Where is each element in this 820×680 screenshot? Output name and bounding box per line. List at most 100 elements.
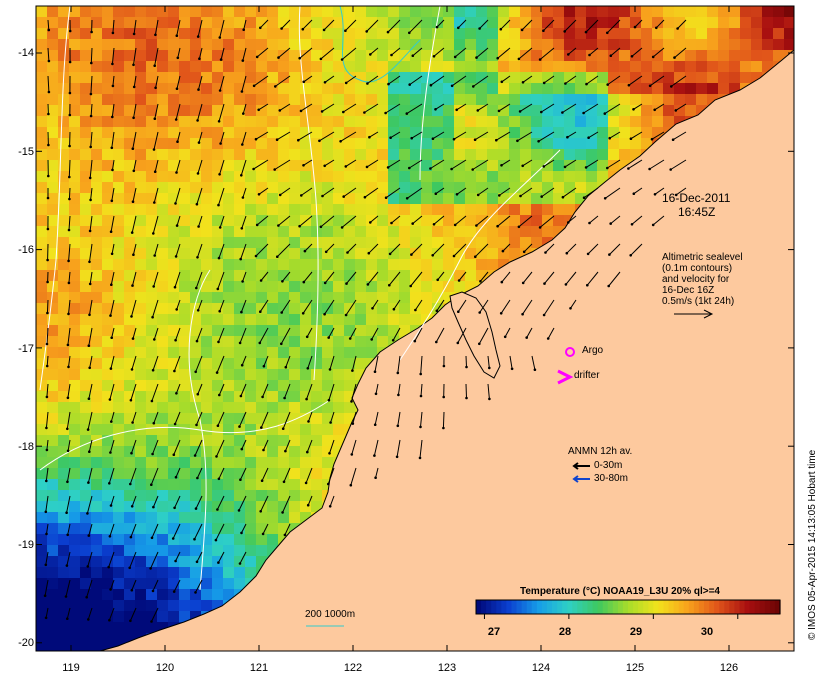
sst-cell bbox=[399, 325, 410, 336]
sst-cell bbox=[157, 545, 168, 556]
velocity-arrow bbox=[196, 103, 203, 122]
sst-cell bbox=[575, 83, 586, 94]
sst-cell bbox=[498, 105, 509, 116]
sst-cell bbox=[520, 226, 531, 237]
velocity-arrow bbox=[384, 187, 401, 199]
sst-cell bbox=[223, 358, 234, 369]
sst-cell bbox=[751, 61, 762, 72]
sst-cell bbox=[487, 237, 498, 248]
sst-cell bbox=[289, 314, 300, 325]
velocity-arrow bbox=[303, 243, 313, 253]
sst-cell bbox=[575, 50, 586, 61]
velocity-arrow bbox=[651, 215, 665, 227]
sst-cell bbox=[333, 215, 344, 226]
sst-cell bbox=[234, 193, 245, 204]
sst-cell bbox=[179, 39, 190, 50]
colorbar-swatch bbox=[729, 600, 735, 614]
sst-cell bbox=[443, 182, 454, 193]
velocity-arrow bbox=[280, 299, 291, 314]
sst-cell bbox=[102, 303, 113, 314]
sst-cell bbox=[476, 83, 487, 94]
sst-cell bbox=[36, 600, 47, 611]
sst-cell bbox=[80, 270, 91, 281]
sst-cell bbox=[685, 61, 696, 72]
velocity-arrow bbox=[283, 523, 291, 537]
colorbar-swatch bbox=[562, 600, 568, 614]
sst-cell bbox=[740, 61, 751, 72]
sst-cell bbox=[113, 303, 124, 314]
sst-cell bbox=[575, 182, 586, 193]
sst-cell bbox=[509, 171, 520, 182]
velocity-arrow bbox=[397, 383, 401, 397]
sst-cell bbox=[245, 127, 256, 138]
sst-cell bbox=[69, 457, 80, 468]
sst-cell bbox=[124, 336, 135, 347]
sst-cell bbox=[487, 39, 498, 50]
sst-cell bbox=[586, 182, 597, 193]
sst-cell bbox=[157, 380, 168, 391]
sst-cell bbox=[476, 28, 487, 39]
sst-cell bbox=[267, 490, 278, 501]
sst-cell bbox=[256, 105, 267, 116]
sst-cell bbox=[520, 6, 531, 17]
sst-cell bbox=[729, 72, 740, 83]
sst-cell bbox=[135, 490, 146, 501]
colorbar-swatch bbox=[592, 600, 599, 614]
sst-cell bbox=[190, 116, 201, 127]
sst-cell bbox=[509, 61, 520, 72]
sst-cell bbox=[333, 94, 344, 105]
sst-cell bbox=[267, 292, 278, 303]
sst-cell bbox=[102, 182, 113, 193]
velocity-arrow bbox=[277, 47, 291, 59]
sst-cell bbox=[256, 149, 267, 160]
colorbar-swatch bbox=[582, 600, 589, 614]
sst-cell bbox=[91, 402, 102, 413]
sst-cell bbox=[311, 270, 322, 281]
sst-cell bbox=[201, 193, 212, 204]
velocity-arrow bbox=[479, 271, 489, 283]
sst-cell bbox=[762, 28, 773, 39]
sst-cell bbox=[311, 160, 322, 171]
sst-cell bbox=[157, 28, 168, 39]
sst-cell bbox=[278, 380, 289, 391]
sst-cell bbox=[234, 325, 245, 336]
sst-cell bbox=[399, 116, 410, 127]
sst-cell bbox=[69, 589, 80, 600]
sst-cell bbox=[157, 578, 168, 589]
sst-cell bbox=[487, 160, 498, 171]
sst-cell bbox=[476, 105, 487, 116]
sst-cell bbox=[179, 523, 190, 534]
velocity-arrow bbox=[217, 467, 225, 481]
sst-cell bbox=[157, 534, 168, 545]
velocity-arrow bbox=[588, 47, 599, 57]
sst-cell bbox=[168, 17, 179, 28]
velocity-arrow bbox=[197, 75, 203, 91]
sst-cell bbox=[245, 160, 256, 171]
sst-cell bbox=[179, 380, 190, 391]
sst-cell bbox=[36, 127, 47, 138]
velocity-arrow bbox=[88, 159, 93, 180]
sst-cell bbox=[344, 61, 355, 72]
sst-cell bbox=[509, 138, 520, 149]
sst-cell bbox=[212, 402, 223, 413]
sst-cell bbox=[267, 182, 278, 193]
sst-cell bbox=[58, 545, 69, 556]
sst-cell bbox=[102, 39, 113, 50]
velocity-arrow bbox=[153, 243, 159, 257]
velocity-arrow bbox=[151, 439, 159, 456]
sst-cell bbox=[223, 457, 234, 468]
sst-cell bbox=[762, 6, 773, 17]
sst-cell bbox=[289, 237, 300, 248]
sst-cell bbox=[443, 17, 454, 28]
sst-cell bbox=[597, 6, 608, 17]
sst-cell bbox=[333, 50, 344, 61]
velocity-arrow bbox=[476, 187, 489, 197]
sst-cell bbox=[124, 50, 135, 61]
sst-cell bbox=[465, 204, 476, 215]
sst-cell bbox=[421, 182, 432, 193]
sst-cell bbox=[663, 17, 674, 28]
sst-cell bbox=[135, 72, 146, 83]
velocity-arrow bbox=[66, 523, 71, 537]
velocity-arrow bbox=[371, 299, 379, 310]
sst-cell bbox=[377, 193, 388, 204]
